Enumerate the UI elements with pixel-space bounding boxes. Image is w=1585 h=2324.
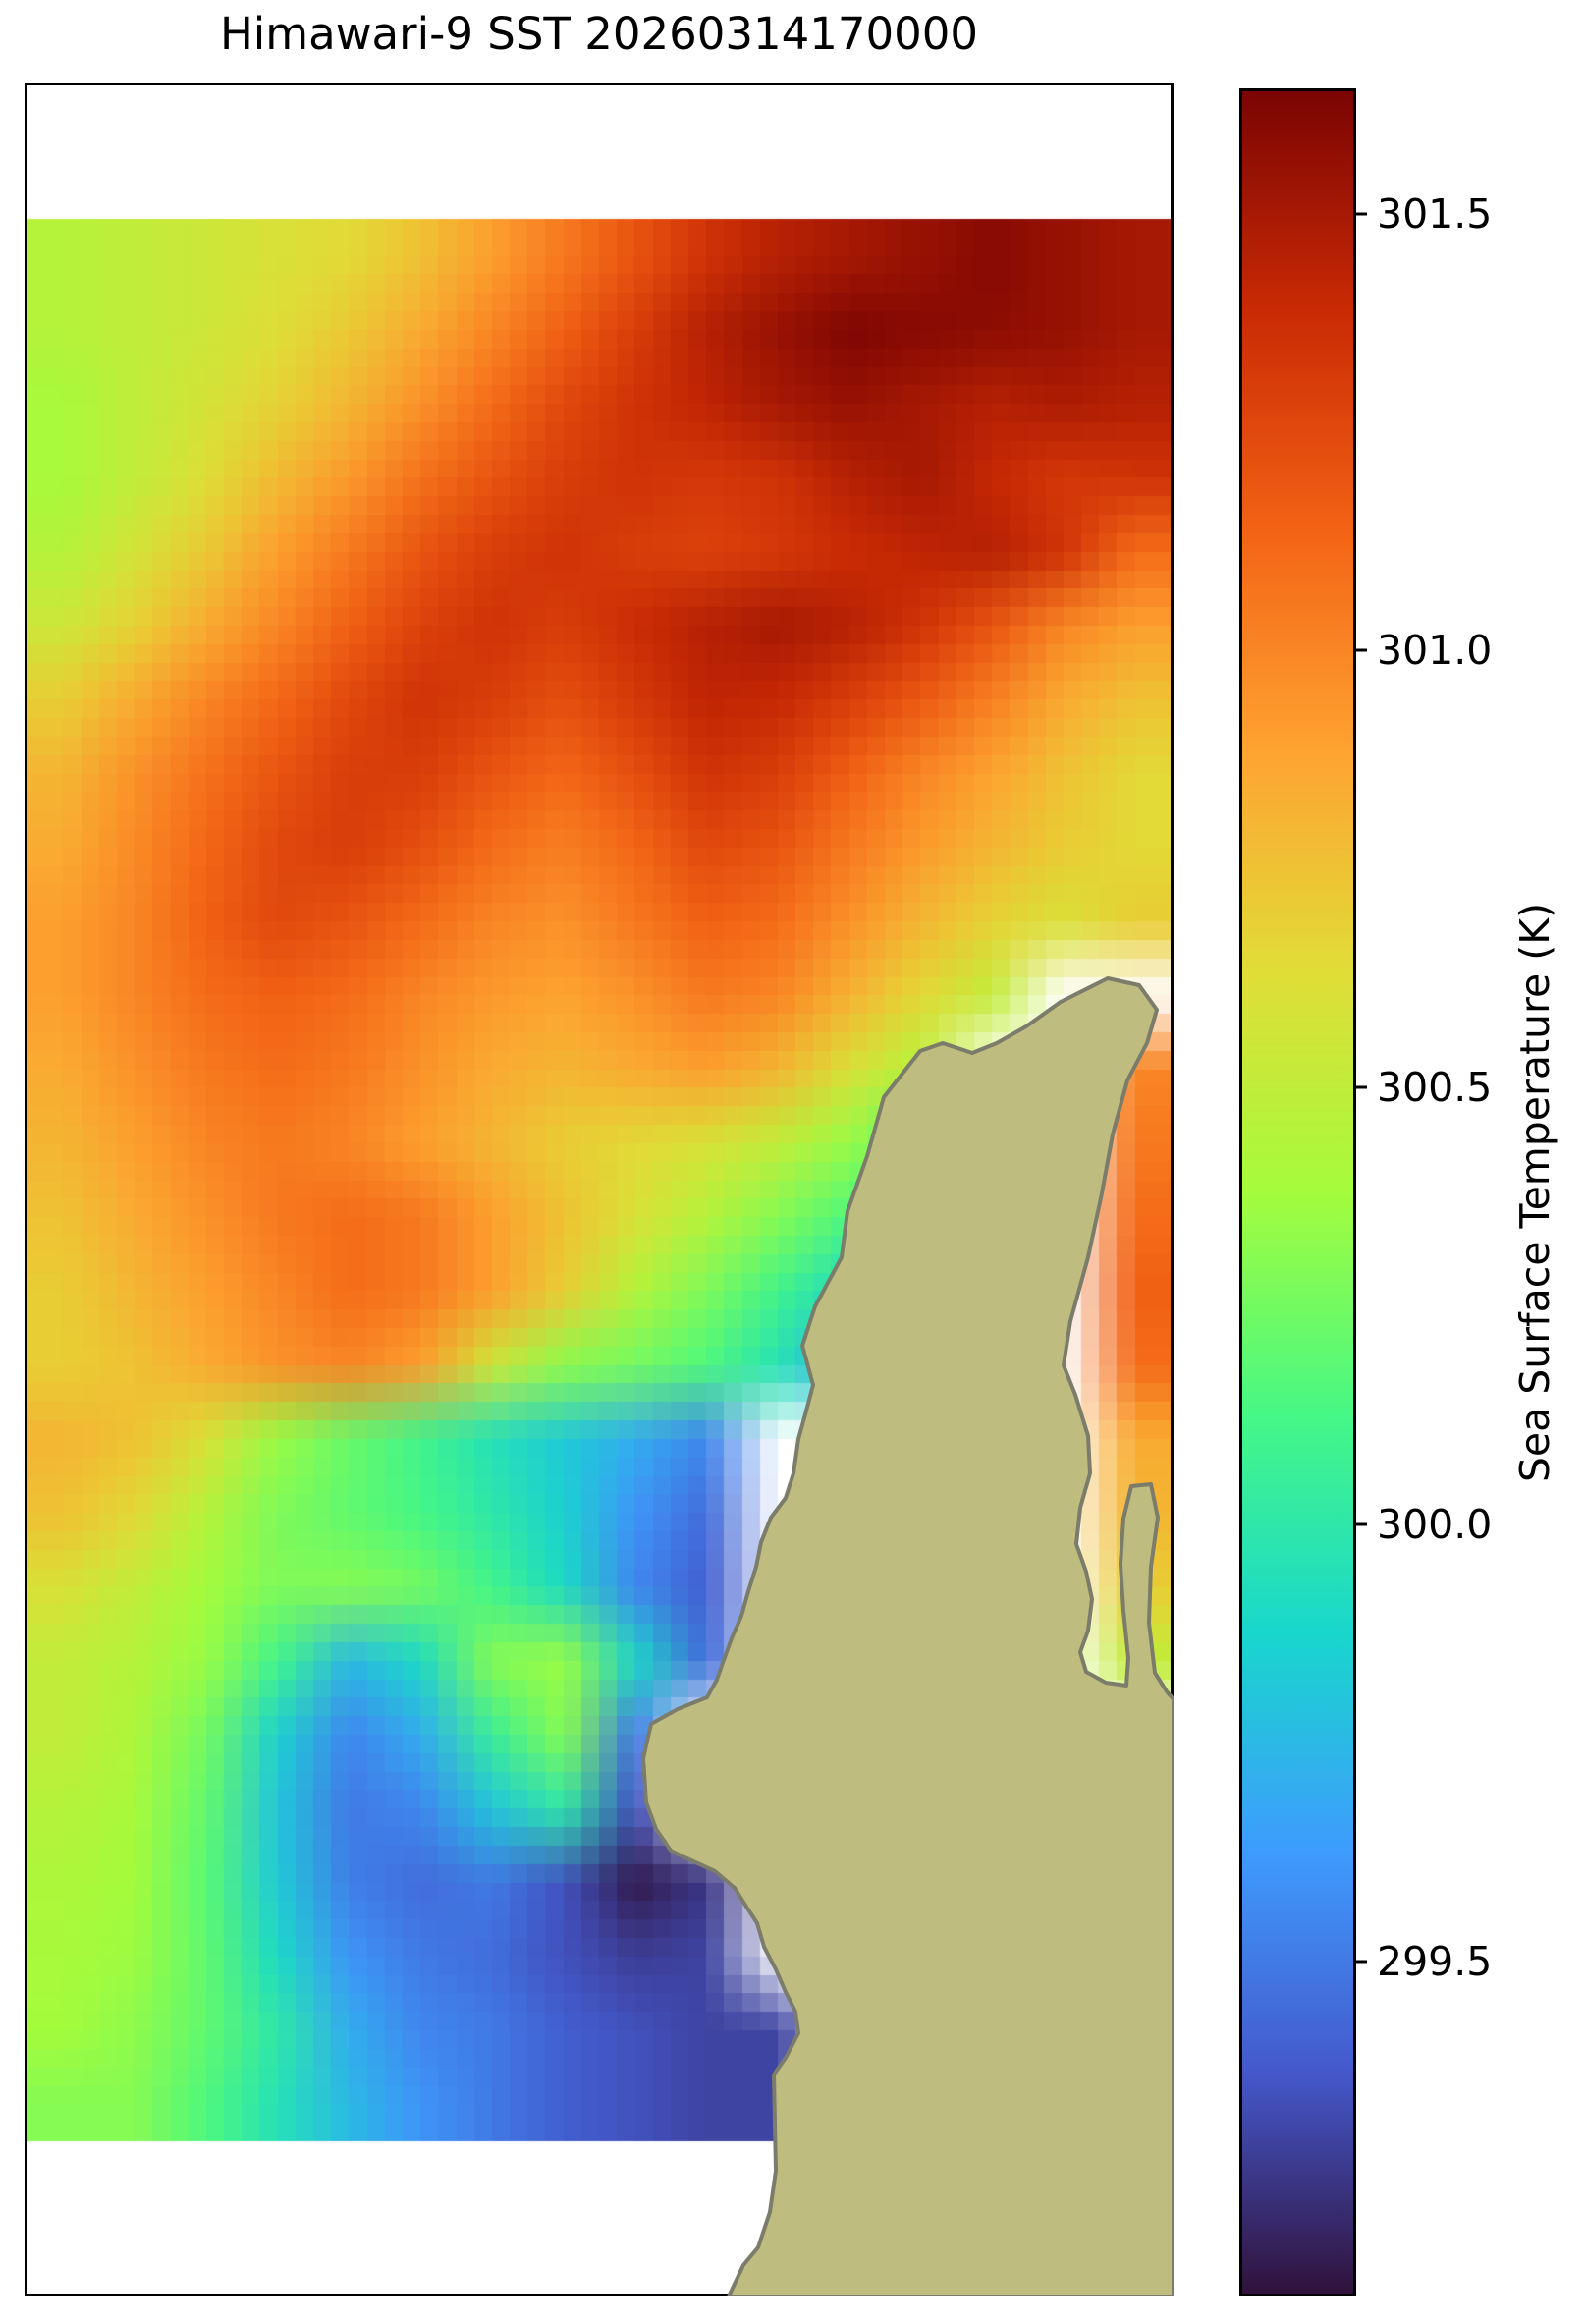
colorbar-tick xyxy=(1353,1085,1367,1089)
colorbar-tick xyxy=(1353,1522,1367,1526)
colorbar xyxy=(1239,88,1356,2296)
map-frame xyxy=(25,83,1174,2296)
colorbar-tick-label: 300.0 xyxy=(1377,1501,1493,1549)
colorbar-tick xyxy=(1353,648,1367,652)
colorbar-gradient xyxy=(1242,91,1353,2294)
colorbar-tick-label: 299.5 xyxy=(1377,1937,1493,1985)
sst-heatmap-canvas xyxy=(27,85,1171,2294)
colorbar-axis-label: Sea Surface Temperature (K) xyxy=(1511,902,1558,1483)
colorbar-tick-label: 301.0 xyxy=(1377,627,1493,675)
colorbar-tick xyxy=(1353,1960,1367,1964)
page-title: Himawari-9 SST 20260314170000 xyxy=(219,8,979,60)
colorbar-tick-label: 300.5 xyxy=(1377,1064,1493,1112)
colorbar-tick-label: 301.5 xyxy=(1377,190,1493,238)
colorbar-tick xyxy=(1353,212,1367,216)
